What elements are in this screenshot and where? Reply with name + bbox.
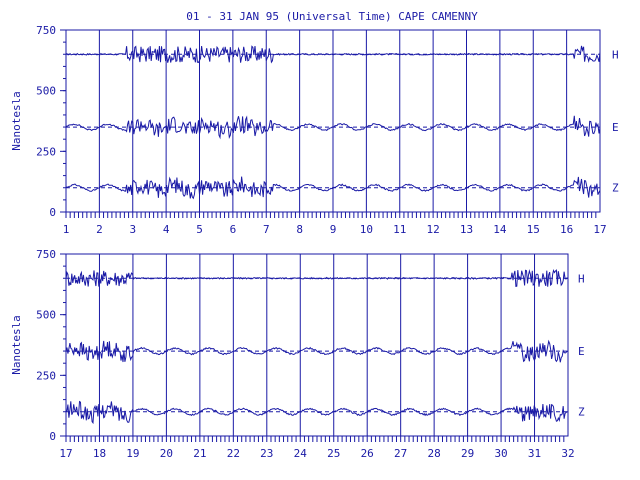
x-tick-label: 9: [330, 223, 337, 236]
x-tick-label: 15: [527, 223, 540, 236]
x-tick-label: 16: [560, 223, 573, 236]
x-tick-label: 17: [59, 447, 72, 460]
series-label-Z: Z: [578, 406, 585, 419]
y-tick-label: 0: [49, 430, 56, 443]
x-tick-label: 30: [494, 447, 507, 460]
x-tick-label: 17: [593, 223, 606, 236]
trace-Z: [65, 176, 601, 200]
x-tick-label: 25: [327, 447, 340, 460]
x-tick-label: 14: [493, 223, 507, 236]
x-tick-label: 4: [163, 223, 170, 236]
y-axis-label: Nanotesla: [10, 315, 23, 375]
x-tick-label: 19: [126, 447, 139, 460]
y-tick-label: 750: [36, 24, 56, 37]
y-tick-label: 0: [49, 206, 56, 219]
x-tick-label: 12: [427, 223, 440, 236]
x-tick-label: 24: [294, 447, 308, 460]
y-tick-label: 250: [36, 369, 56, 382]
x-tick-label: 27: [394, 447, 407, 460]
x-tick-label: 10: [360, 223, 373, 236]
x-tick-label: 20: [160, 447, 173, 460]
x-tick-label: 26: [361, 447, 374, 460]
y-axis-label: Nanotesla: [10, 91, 23, 151]
series-label-E: E: [578, 345, 585, 358]
x-tick-label: 11: [393, 223, 406, 236]
trace-Z: [65, 400, 569, 425]
y-tick-label: 500: [36, 85, 56, 98]
y-tick-label: 750: [36, 248, 56, 261]
x-tick-label: 8: [296, 223, 303, 236]
x-tick-label: 2: [96, 223, 103, 236]
x-tick-label: 3: [129, 223, 136, 236]
plot-frame: [65, 253, 569, 437]
x-tick-label: 1: [63, 223, 70, 236]
trace-H: [65, 269, 569, 288]
x-tick-label: 28: [428, 447, 441, 460]
chart-title: 01 - 31 JAN 95 (Universal Time) CAPE CAM…: [186, 10, 478, 23]
trace-H: [66, 45, 601, 64]
x-tick-label: 7: [263, 223, 270, 236]
x-tick-label: 18: [93, 447, 106, 460]
x-tick-label: 5: [196, 223, 203, 236]
x-tick-label: 32: [561, 447, 574, 460]
series-label-H: H: [612, 48, 619, 61]
x-tick-label: 21: [193, 447, 206, 460]
x-tick-label: 22: [227, 447, 240, 460]
x-tick-label: 23: [260, 447, 273, 460]
x-tick-label: 31: [528, 447, 541, 460]
trace-E: [65, 339, 569, 363]
series-label-E: E: [612, 121, 619, 134]
x-tick-label: 13: [460, 223, 473, 236]
y-tick-label: 250: [36, 145, 56, 158]
y-tick-label: 500: [36, 309, 56, 322]
x-tick-label: 29: [461, 447, 474, 460]
bottom-panel: Nanotesla 0 250 500 750 17 18 19 20 21 22 23 24 25 26 2…: [10, 248, 585, 460]
series-label-Z: Z: [612, 182, 619, 195]
series-label-H: H: [578, 272, 585, 285]
x-tick-label: 6: [230, 223, 237, 236]
trace-E: [65, 115, 601, 140]
